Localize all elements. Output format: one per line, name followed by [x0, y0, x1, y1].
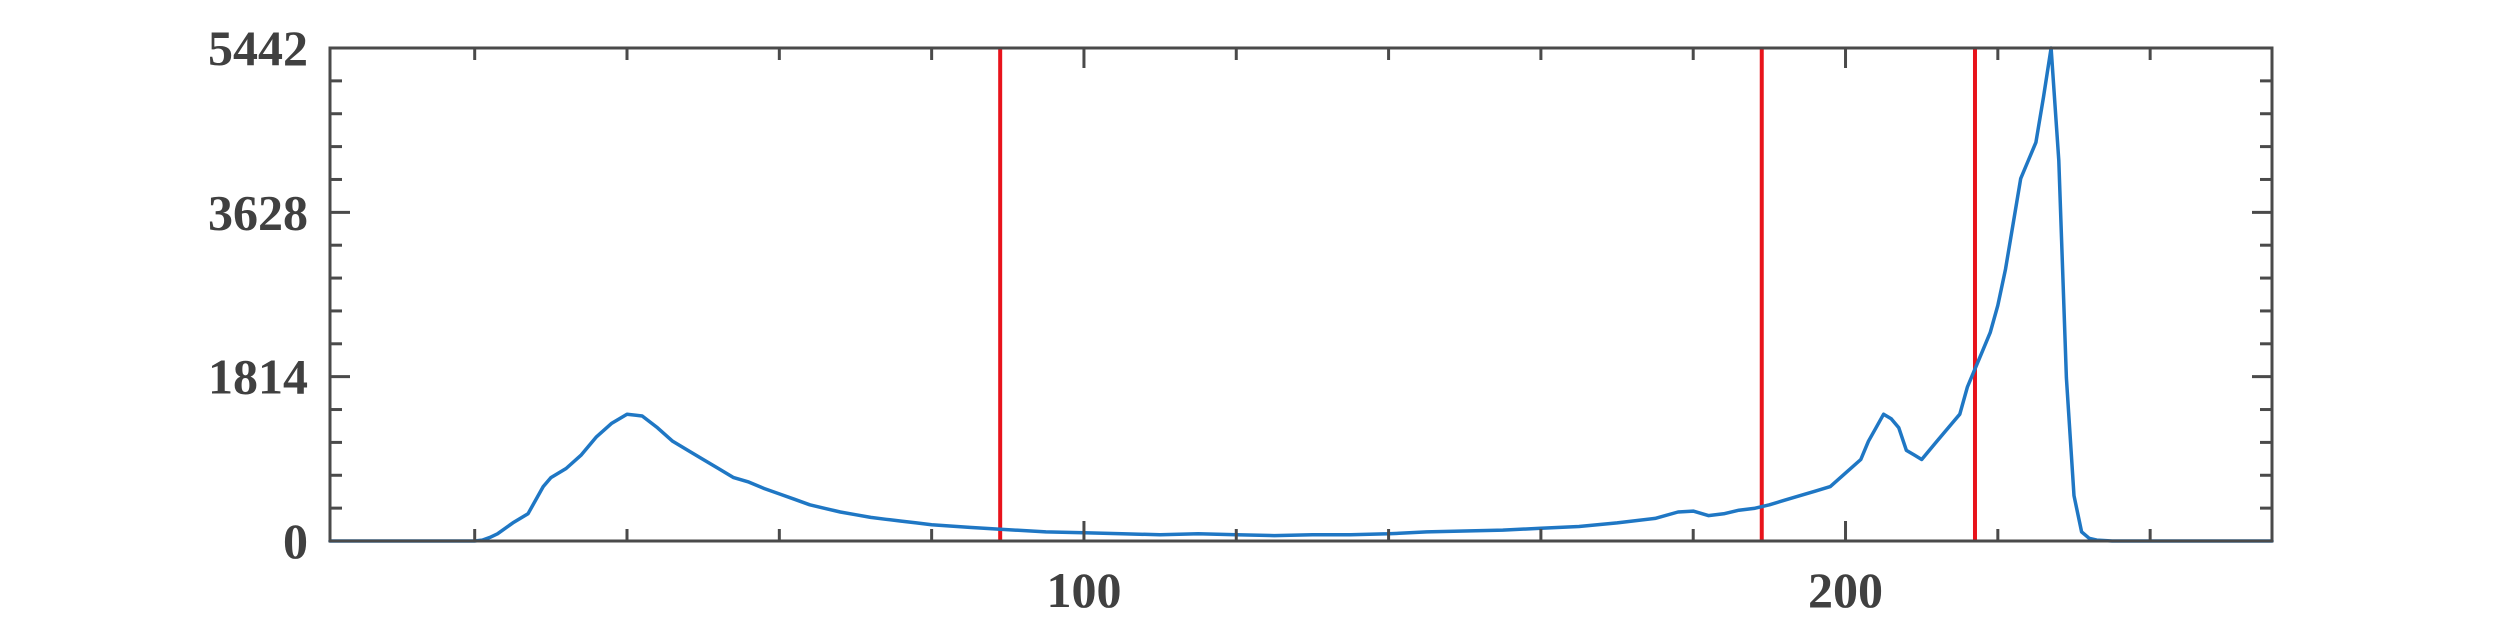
marker-lines: [998, 48, 1977, 541]
tick-marks: [330, 46, 2272, 543]
y-tick-label: 3628: [208, 184, 308, 240]
y-tick-label: 1814: [208, 349, 308, 405]
y-tick-label: 5442: [208, 20, 308, 76]
x-tick-label: 100: [1046, 562, 1121, 618]
y-tick-label: 0: [283, 513, 308, 569]
axes-frame: [328, 46, 2274, 543]
x-tick-label: 200: [1808, 562, 1883, 618]
series-layer: [328, 46, 2274, 543]
series-line-1: [328, 46, 2274, 543]
x-tick-labels: 100 200: [1046, 562, 1883, 618]
y-tick-labels: 0 1814 3628 5442: [208, 20, 308, 569]
